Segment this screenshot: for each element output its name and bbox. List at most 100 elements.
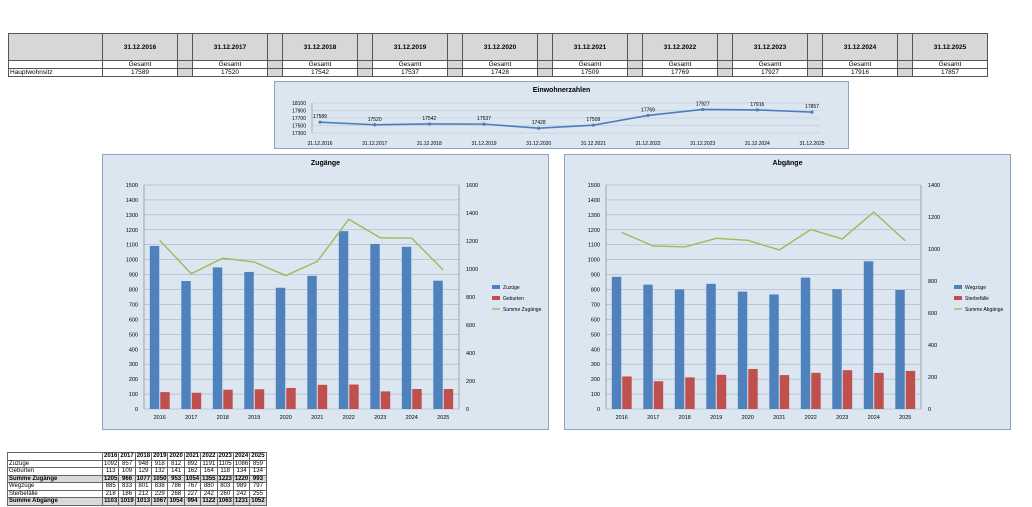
date-header: 31.12.2024 [822,33,898,61]
column-gap [807,33,823,61]
column-gap [267,68,283,77]
bar-zuzge [181,281,191,409]
cell-value: 132 [151,467,169,476]
cell-value: 1103 [101,497,120,506]
year-header: 2017 [118,452,136,461]
date-header: 31.12.2021 [552,33,628,61]
data-label: 17916 [750,102,764,108]
legend-label: Sterbefälle [965,296,989,302]
bar-sterbeflle [905,370,916,409]
data-point [810,110,814,114]
x-tick-label: 31.12.2018 [417,141,442,147]
bar-wegzge [737,291,748,409]
x-tick-label: 31.12.2023 [690,141,715,147]
legend-label: Geburten [503,296,524,302]
y2-tick-label: 400 [928,343,937,349]
population-value: 17927 [732,68,808,77]
chart-title: Abgänge [772,160,803,167]
population-chart: Einwohnerzahlen 17300 17500 17700 17900 1810… [274,81,849,149]
sum-line [159,218,444,277]
cell-value: 1205 [101,474,120,483]
x-tick-label: 2016 [154,415,166,421]
x-tick-label: 2017 [185,415,197,421]
sub-spacer [8,60,103,69]
x-tick-label: 31.12.2019 [471,141,496,147]
y-tick-label: 200 [591,377,600,383]
data-point [646,113,650,118]
cell-value: 1122 [200,497,218,506]
y-tick-label: 600 [591,317,600,323]
x-tick-label: 31.12.2024 [745,141,770,147]
row-label: Zuzüge [7,459,103,468]
y-tick-label: 1300 [126,213,138,219]
bar-sterbeflle [748,368,758,409]
bar-geburten [191,392,202,409]
y-tick-label: 900 [129,273,138,279]
bar-wegzge [643,284,653,409]
column-gap [537,33,553,61]
column-gap [717,68,733,77]
data-label: 17537 [477,116,491,122]
cell-value: 1355 [200,474,218,483]
date-header: 31.12.2025 [912,33,988,61]
column-gap [357,60,373,69]
data-label: 17857 [805,104,819,110]
column-gap [897,60,913,69]
cell-value: 797 [249,482,267,491]
row-label: Wegzüge [7,482,103,491]
data-point [373,123,377,127]
y-tick-label: 1100 [126,243,138,249]
cell-value: 1105 [216,459,234,468]
cell-value: 1019 [118,497,136,506]
y-tick-label: 700 [591,302,600,308]
bar-sterbeflle [842,370,853,409]
population-value: 17589 [102,68,178,77]
year-header: 2020 [167,452,185,461]
data-point [318,120,322,124]
y-tick-label: 17500 [292,124,306,130]
x-tick-label: 31.12.2016 [307,141,332,147]
population-value: 17916 [822,68,898,77]
data-label: 17589 [313,114,327,120]
y-tick-label: 300 [129,362,138,368]
cell-value: 966 [118,474,136,483]
bar-wegzge [706,283,716,409]
data-point [537,126,541,130]
cell-value: 109 [118,467,136,476]
y-tick-label: 400 [129,347,138,353]
row-label: Geburten [7,467,103,476]
y2-tick-label: 200 [928,375,937,381]
x-tick-label: 2019 [710,415,722,421]
y2-tick-label: 1400 [928,183,940,189]
year-header: 2019 [151,452,169,461]
cell-value: 242 [200,489,218,498]
cell-value: 948 [134,459,153,468]
sub-label: Gesamt [732,60,808,69]
y2-tick-label: 600 [466,323,475,329]
bar-zuzge [212,267,223,409]
x-tick-label: 2019 [248,415,260,421]
y-tick-label: 0 [135,407,138,413]
y2-tick-label: 800 [466,295,475,301]
cell-value: 1013 [134,497,153,506]
x-tick-label: 2020 [280,415,292,421]
column-gap [447,33,463,61]
data-label: 17927 [696,101,710,107]
cell-value: 1231 [232,497,251,506]
row-label: Summe Abgänge [7,497,103,506]
sub-label: Gesamt [552,60,628,69]
y-tick-label: 1300 [588,213,600,219]
sub-label: Gesamt [912,60,988,69]
y-tick-label: 400 [591,347,600,353]
legend-swatch [492,296,500,300]
bar-zuzge [338,231,349,409]
y-tick-label: 700 [129,302,138,308]
date-header: 31.12.2016 [102,33,178,61]
y-tick-label: 1500 [588,183,600,189]
cell-value: 918 [151,459,169,468]
x-tick-label: 2025 [899,415,911,421]
sub-label: Gesamt [192,60,268,69]
row-label: Summe Zugänge [7,474,103,483]
cell-value: 134 [249,467,267,476]
